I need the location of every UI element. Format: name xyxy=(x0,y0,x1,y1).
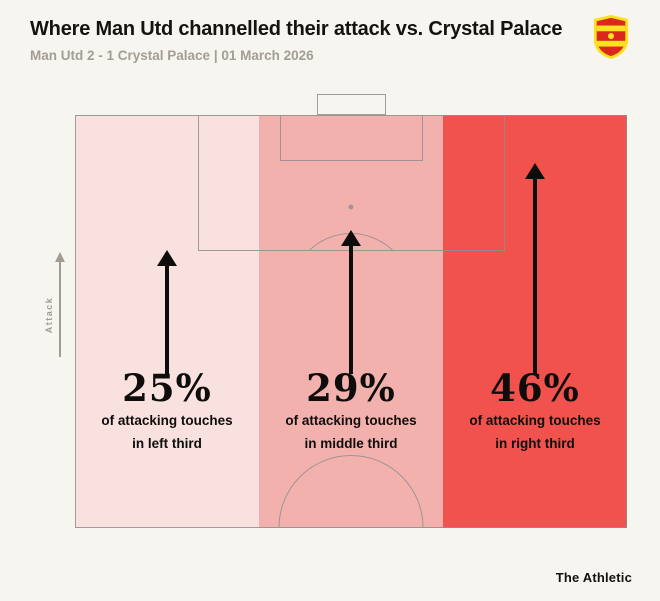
middle-arrowhead-icon xyxy=(341,230,361,246)
match-subtitle: Man Utd 2 - 1 Crystal Palace | 01 March … xyxy=(30,48,314,63)
left-third-percentage: 25% xyxy=(122,366,212,410)
man-utd-crest-icon xyxy=(590,14,632,60)
attack-axis-line xyxy=(59,261,61,357)
middle-third-caption-2: in middle third xyxy=(304,436,398,452)
right-arrow-shaft xyxy=(533,179,537,374)
middle-arrow-shaft xyxy=(349,246,353,374)
left-third-caption-2: in left third xyxy=(132,436,202,452)
attack-axis-label: Attack xyxy=(44,296,54,334)
middle-third-caption-1: of attacking touches xyxy=(285,412,417,428)
left-third-arrow-icon xyxy=(157,250,177,374)
left-third-stat: 25% of attacking touches in left third xyxy=(72,368,262,456)
left-arrowhead-icon xyxy=(157,250,177,266)
the-athletic-wordmark: The Athletic xyxy=(555,570,632,585)
right-third-stat: 46% of attacking touches in right third xyxy=(440,368,630,456)
right-arrowhead-icon xyxy=(525,163,545,179)
middle-third-percentage: 29% xyxy=(306,366,396,410)
left-arrow-shaft xyxy=(165,266,169,374)
right-third-percentage: 46% xyxy=(490,366,580,410)
middle-third-arrow-icon xyxy=(341,230,361,374)
attack-axis-arrowhead-icon xyxy=(55,252,65,262)
page-title: Where Man Utd channelled their attack vs… xyxy=(30,18,563,40)
left-third-caption-1: of attacking touches xyxy=(101,412,233,428)
middle-third-stat: 29% of attacking touches in middle third xyxy=(256,368,446,456)
right-third-arrow-icon xyxy=(525,163,545,374)
right-third-caption-1: of attacking touches xyxy=(469,412,601,428)
right-third-caption-2: in right third xyxy=(495,436,575,452)
attack-direction-axis: Attack xyxy=(44,252,70,382)
